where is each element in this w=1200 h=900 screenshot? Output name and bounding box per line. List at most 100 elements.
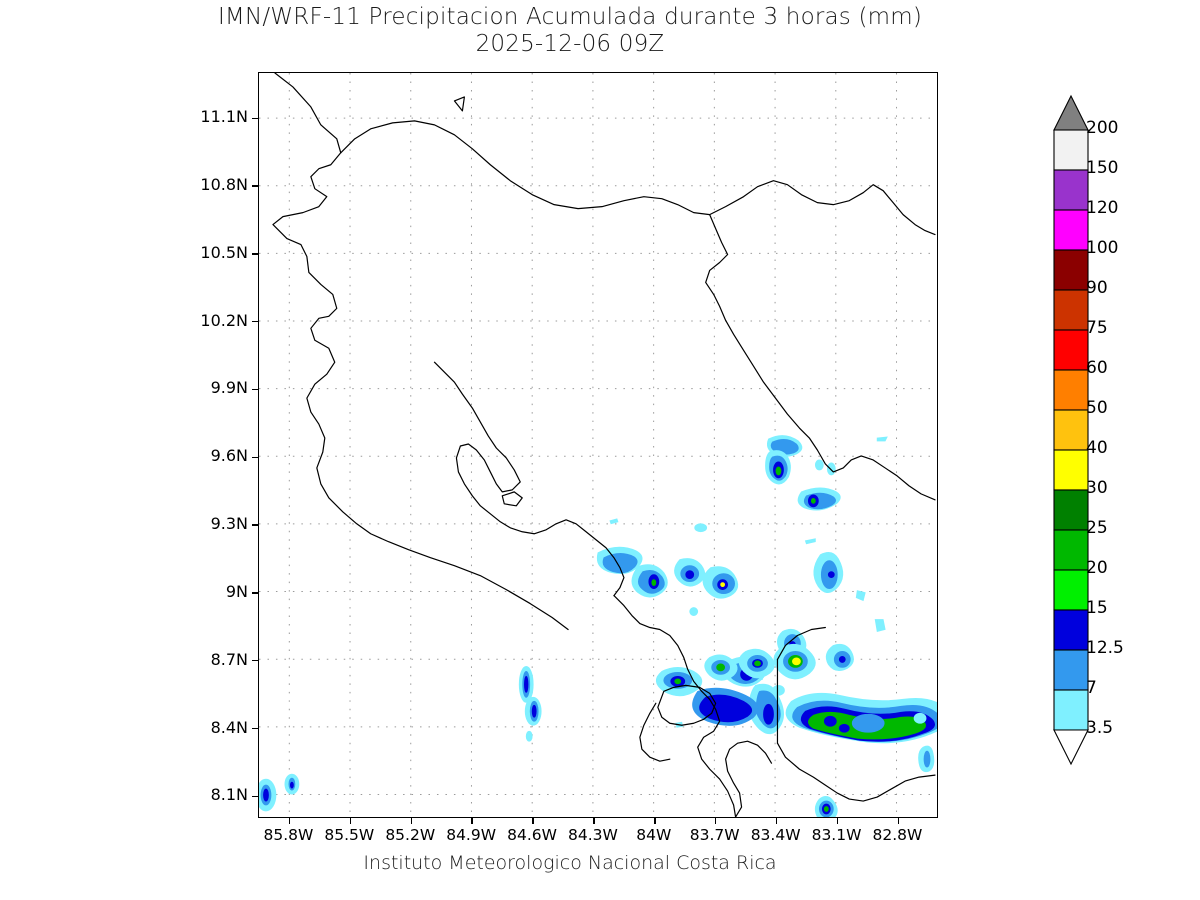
- chart-title-block: IMN/WRF-11 Precipitacion Acumulada duran…: [0, 4, 1140, 58]
- y-axis-tick: [252, 660, 259, 662]
- x-axis-tick-label: 83.7W: [689, 826, 740, 844]
- x-axis-tick-label: 84W: [636, 826, 672, 844]
- coastline-nicoya: [433, 361, 625, 597]
- precip-cell: [773, 643, 816, 680]
- x-axis-tick: [775, 817, 778, 824]
- y-axis-tick: [252, 795, 259, 798]
- border-panama-lower: [776, 742, 936, 802]
- chart-subtitle: 2025-12-06 09Z: [475, 31, 665, 57]
- y-axis-tick: [252, 727, 259, 730]
- precip-cell: [785, 692, 937, 744]
- x-axis-tick: [715, 817, 717, 824]
- colorbar-tick-label: 30: [1086, 478, 1108, 498]
- x-axis-tick-label: 82.8W: [872, 826, 923, 844]
- precip-cell: [913, 712, 927, 724]
- colorbar-tick-label: 75: [1086, 318, 1108, 338]
- precip-cell: [655, 667, 703, 697]
- x-axis-tick: [532, 817, 534, 824]
- x-axis-tick: [654, 817, 656, 824]
- colorbar-tick-label: 3.5: [1086, 718, 1114, 738]
- precip-cell: [814, 796, 838, 817]
- golfo-dulce: [639, 702, 671, 762]
- precip-cell: [631, 564, 668, 598]
- coastline-panama-south: [725, 740, 773, 817]
- colorbar-tick-label: 12.5: [1086, 638, 1124, 658]
- y-axis-tick: [252, 456, 259, 458]
- x-axis-tick: [593, 817, 595, 824]
- colorbar-tick-label: 100: [1086, 238, 1119, 258]
- colorbar-tick-label: 120: [1086, 198, 1119, 218]
- precip-cell: [874, 619, 886, 632]
- osa-peninsula: [657, 684, 717, 726]
- x-axis-tick-label: 84.6W: [507, 826, 557, 844]
- x-axis-tick: [288, 817, 291, 824]
- y-axis-tick-label: 9N: [225, 581, 248, 601]
- colorbar-tick-label: 15: [1086, 598, 1108, 618]
- precip-cell: [596, 546, 643, 575]
- precipitation-contours-layer: [259, 435, 937, 817]
- precip-cell: [738, 648, 775, 679]
- precip-cell: [518, 666, 534, 703]
- x-axis-tick: [471, 817, 473, 824]
- precip-cell: [259, 778, 277, 812]
- precip-cell: [702, 566, 739, 599]
- precip-cell: [674, 558, 706, 587]
- nicoya-inner-islet: [501, 491, 523, 507]
- y-axis-tick: [252, 185, 259, 187]
- y-axis-tick: [252, 320, 259, 323]
- page-title: IMN/WRF-11 Precipitacion Acumulada duran…: [217, 4, 923, 30]
- precip-cell: [609, 518, 619, 525]
- y-axis-tick: [252, 388, 259, 391]
- y-axis-tick-label: 9.9N: [210, 378, 248, 398]
- precip-cell: [797, 487, 841, 511]
- map-plot-area: [252, 72, 938, 824]
- colorbar-tick-label: 90: [1086, 278, 1108, 298]
- precip-cell: [765, 450, 791, 485]
- y-axis-tick-label: 9.3N: [210, 514, 248, 534]
- x-axis-tick-label: 84.3W: [568, 826, 618, 844]
- colorbar-tick-label: 60: [1086, 358, 1108, 378]
- precip-cell: [689, 607, 699, 616]
- y-axis-tick-label: 10.8N: [200, 175, 248, 195]
- colorbar-tick-label: 7: [1086, 678, 1097, 698]
- precip-cell: [704, 654, 738, 681]
- colorbar-tick-label: 25: [1086, 518, 1108, 538]
- precip-cell: [813, 552, 844, 594]
- precip-cell: [855, 590, 866, 602]
- x-axis-tick: [349, 817, 352, 824]
- coastline-layer: [272, 73, 936, 817]
- y-axis-tick-label: 8.4N: [210, 717, 248, 737]
- y-axis-tick-label: 10.2N: [200, 310, 248, 330]
- y-axis-tick-label: 8.7N: [210, 649, 248, 669]
- x-axis-tick-label: 85.2W: [385, 826, 436, 844]
- y-axis-tick: [252, 117, 259, 119]
- border-north: [340, 120, 936, 236]
- coastline-caribbean: [705, 214, 936, 501]
- precip-cell: [918, 745, 935, 773]
- precip-cell: [524, 696, 542, 726]
- x-axis-tick: [836, 817, 839, 824]
- x-axis-tick: [897, 817, 900, 824]
- colorbar-tick-label: 200: [1086, 118, 1119, 138]
- x-axis-tick-label: 83.4W: [750, 826, 801, 844]
- precip-cell: [694, 523, 708, 533]
- coastline-pacific-central: [613, 594, 737, 817]
- islet: [453, 96, 465, 112]
- precip-cell: [525, 730, 533, 742]
- y-axis-tick-label: 8.1N: [210, 785, 248, 805]
- y-axis-tick: [252, 253, 259, 255]
- colorbar-tick-label: 40: [1086, 438, 1108, 458]
- precip-cell: [825, 643, 854, 672]
- colorbar-tick-label: 20: [1086, 558, 1108, 578]
- coastline-northwest: [272, 73, 569, 631]
- x-axis-tick-label: 84.9W: [446, 826, 497, 844]
- y-axis-tick-label: 11.1N: [200, 107, 248, 127]
- colorbar-tick-label: 150: [1086, 158, 1119, 178]
- precip-cell: [284, 773, 300, 795]
- y-axis-tick: [252, 592, 259, 594]
- border-panama-south: [776, 626, 826, 661]
- colorbar-tick-label: 50: [1086, 398, 1108, 418]
- x-axis-tick: [410, 817, 412, 824]
- x-axis-tick-label: 85.8W: [263, 826, 314, 844]
- colorbar: 200 150 120 100 90 75 60 50 40 30 25 20 15 12.5 7 3.5: [1044, 88, 1194, 828]
